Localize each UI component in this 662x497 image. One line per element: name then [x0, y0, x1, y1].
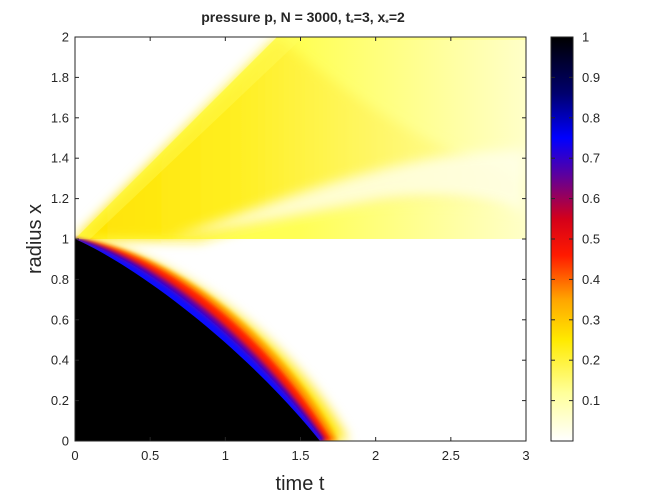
colorbar-tick-label: 0.9 [582, 70, 600, 85]
y-axis-ticks: 0 0.2 0.4 0.6 0.8 1 1.2 1.4 1.6 1.8 2 [51, 30, 526, 449]
heatmap-field [75, 37, 526, 441]
colorbar-tick-label: 0.8 [582, 110, 600, 125]
x-tick-label: 3 [522, 448, 529, 463]
x-axis-label: time t [276, 473, 325, 495]
y-tick-label: 0.2 [51, 393, 69, 408]
x-axis-ticks: 0 0.5 1 1.5 2 2.5 3 [71, 37, 530, 463]
light-right-region [170, 150, 526, 238]
y-tick-label: 1.8 [51, 70, 69, 85]
y-tick-label: 1 [62, 232, 69, 247]
chart-title: pressure p, N = 3000, t*=3, x*=2 [201, 9, 405, 28]
y-tick-label: 0.6 [51, 312, 69, 327]
y-tick-label: 1.6 [51, 110, 69, 125]
x-tick-label: 1 [222, 448, 229, 463]
x-tick-label: 0 [71, 448, 78, 463]
colorbar-tick-label: 0.1 [582, 393, 600, 408]
colorbar-tick-label: 0.5 [582, 232, 600, 247]
y-axis-label: radius x [24, 204, 46, 274]
x-tick-label: 2.5 [442, 448, 460, 463]
colorbar-tick-label: 0.6 [582, 191, 600, 206]
colorbar-tick-label: 0.7 [582, 151, 600, 166]
x-tick-label: 1.5 [291, 448, 309, 463]
y-tick-label: 0.4 [51, 353, 69, 368]
colorbar-tick-label: 0.4 [582, 272, 600, 287]
y-tick-label: 0.8 [51, 272, 69, 287]
colorbar-tick-label: 0.3 [582, 312, 600, 327]
y-tick-label: 1.2 [51, 191, 69, 206]
y-tick-label: 1.4 [51, 151, 69, 166]
y-tick-label: 2 [62, 30, 69, 45]
colorbar-tick-label: 0.2 [582, 353, 600, 368]
x-tick-label: 2 [372, 448, 379, 463]
y-tick-label: 0 [62, 434, 69, 449]
colorbar-tick-label: 1 [582, 30, 589, 45]
colorbar-ticks: 0.1 0.2 0.3 0.4 0.5 0.6 0.7 0.8 0.9 1 [551, 30, 600, 408]
dark-core-region [75, 239, 320, 441]
x-tick-label: 0.5 [141, 448, 159, 463]
